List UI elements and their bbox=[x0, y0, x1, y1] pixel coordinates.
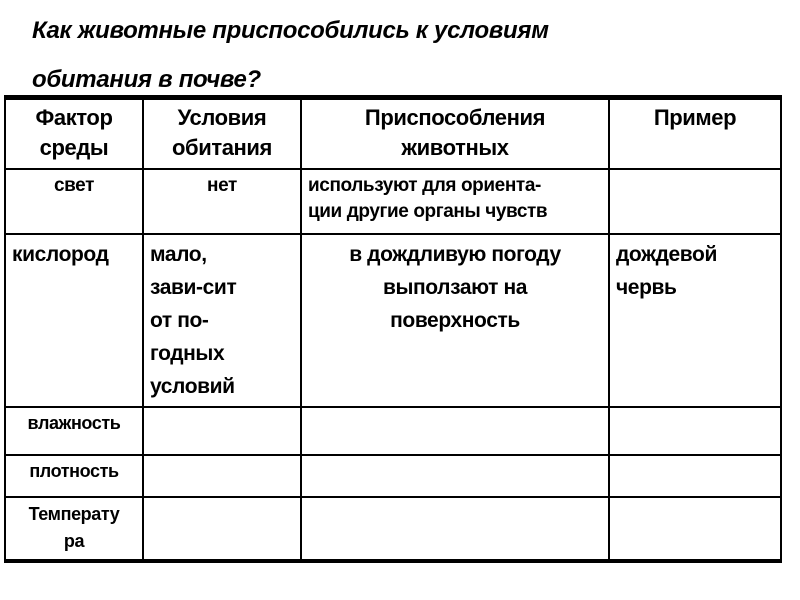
table-row-light: свет нет используют для ориента- ции дру… bbox=[4, 167, 782, 235]
cell-oxygen-example: дождевой червь bbox=[608, 232, 782, 408]
cell-humidity-conditions bbox=[142, 405, 302, 456]
cell-humidity-factor: влажность bbox=[4, 405, 144, 456]
cell-density-conditions bbox=[142, 453, 302, 498]
page-title: Как животные приспособились к условиям о… bbox=[32, 17, 549, 93]
cell-light-example bbox=[608, 167, 782, 235]
cell-oxygen-conditions: мало, зави-сит от по- годных условий bbox=[142, 232, 302, 408]
cell-density-adaptations bbox=[300, 453, 610, 498]
cell-temperature-adaptations bbox=[300, 495, 610, 562]
cell-humidity-example bbox=[608, 405, 782, 456]
cell-light-conditions: нет bbox=[142, 167, 302, 235]
cell-light-factor: свет bbox=[4, 167, 144, 235]
cell-humidity-adaptations bbox=[300, 405, 610, 456]
header-example: Пример bbox=[608, 96, 782, 170]
cell-oxygen-factor: кислород bbox=[4, 232, 144, 408]
adaptation-table: Фактор среды Условия обитания Приспособл… bbox=[4, 95, 782, 563]
header-conditions: Условия обитания bbox=[142, 96, 302, 170]
table-row-temperature: Температу ра bbox=[4, 495, 782, 562]
cell-temperature-example bbox=[608, 495, 782, 562]
table-header-row: Фактор среды Условия обитания Приспособл… bbox=[4, 96, 782, 170]
cell-light-adaptations: используют для ориента- ции другие орган… bbox=[300, 167, 610, 235]
cell-temperature-conditions bbox=[142, 495, 302, 562]
cell-density-factor: плотность bbox=[4, 453, 144, 498]
header-factor: Фактор среды bbox=[4, 96, 144, 170]
table-row-density: плотность bbox=[4, 453, 782, 498]
cell-oxygen-adaptations: в дождливую погоду выползают на поверхно… bbox=[300, 232, 610, 408]
table-row-humidity: влажность bbox=[4, 405, 782, 456]
cell-temperature-factor: Температу ра bbox=[4, 495, 144, 562]
table-row-oxygen: кислород мало, зави-сит от по- годных ус… bbox=[4, 232, 782, 408]
cell-density-example bbox=[608, 453, 782, 498]
header-adaptations: Приспособления животных bbox=[300, 96, 610, 170]
